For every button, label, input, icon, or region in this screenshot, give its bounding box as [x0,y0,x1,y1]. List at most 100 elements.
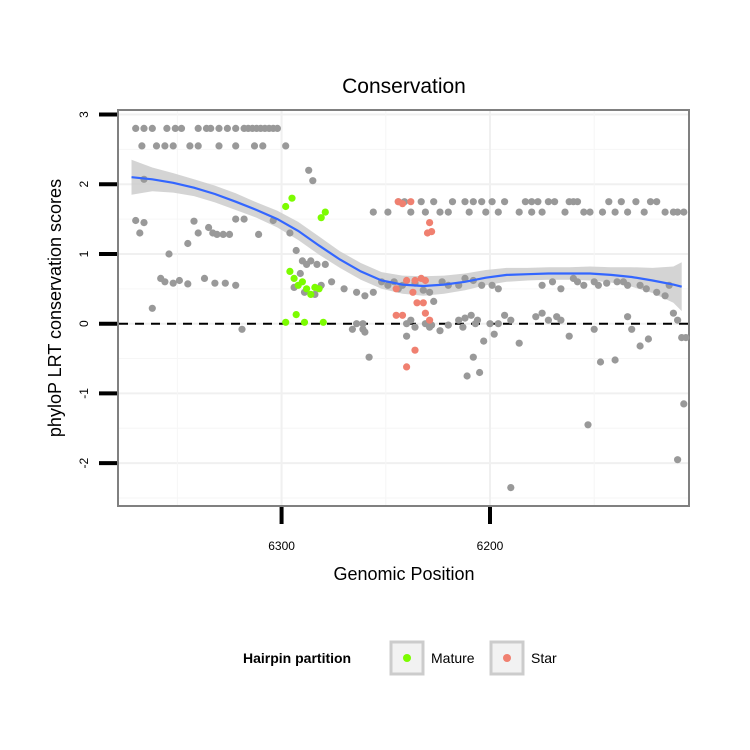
y-tick-label: 0 [77,320,91,327]
point-other [232,281,240,289]
point-other [240,215,248,223]
point-other [138,142,146,150]
point-other [421,208,429,216]
point-other [680,400,688,408]
legend-marker-mature [403,654,411,662]
legend: Hairpin partition Mature Star [243,640,557,676]
point-other [580,281,588,289]
point-mature [321,208,329,216]
point-star [398,200,407,208]
plot-panel [117,109,690,507]
point-other [407,316,415,324]
point-other [177,124,186,132]
point-other [528,208,536,216]
point-other [538,208,546,216]
y-tick-label: 2 [77,181,91,188]
point-other [225,230,234,238]
point-other [488,198,496,206]
point-other [384,208,392,216]
point-other [340,285,348,293]
point-other [169,142,177,150]
point-other [573,278,582,286]
point-other [521,198,530,206]
point-other [461,198,469,206]
point-other [469,353,477,361]
point-other [221,279,229,287]
point-other [369,288,377,296]
point-other [161,142,169,150]
legend-marker-star [503,654,511,662]
point-mature [282,202,290,211]
point-other [321,260,329,268]
point-other [200,274,209,282]
point-other [548,278,557,286]
point-other [219,230,227,238]
point-other [644,335,653,343]
point-other [680,208,688,216]
point-other [148,124,156,132]
point-other [490,330,498,338]
point-other [328,278,336,286]
point-star [428,228,436,236]
point-other [459,323,467,331]
x-axis: 6300 6200 [268,507,504,553]
point-other [194,229,202,237]
point-other [478,198,486,206]
point-other [292,246,300,255]
point-other [584,421,592,429]
point-other [467,311,475,319]
y-tick-label: -2 [77,458,91,469]
y-tick-label: 3 [77,111,91,118]
point-other [580,208,588,216]
point-other [486,320,494,328]
point-other [590,325,598,333]
point-other [507,316,515,324]
point-other [132,216,140,225]
point-other [282,142,290,150]
point-other [213,230,221,238]
point-other [488,281,496,289]
point-other [628,325,636,333]
point-other [215,142,223,150]
point-other [461,314,469,322]
point-other [436,208,444,216]
point-other [361,328,369,336]
point-other [611,356,619,364]
point-star [419,299,427,307]
point-other [407,208,415,216]
point-other [232,215,240,223]
point-other [184,280,192,288]
y-axis: -2 -1 0 1 2 3 [77,111,117,469]
point-star [409,288,417,296]
point-other [624,208,632,216]
point-other [419,286,427,294]
point-other [250,142,259,150]
point-star [411,346,419,354]
point-other [455,316,463,324]
point-other [494,208,502,216]
point-mature [286,267,294,275]
point-other [186,142,194,150]
point-mature [319,318,327,326]
y-tick-label: 1 [77,250,91,257]
point-other [169,279,177,287]
point-other [528,198,536,206]
point-other [448,198,457,206]
point-other [205,223,213,232]
point-mature [288,194,296,202]
point-other [653,198,661,206]
point-other [165,250,173,258]
point-other [544,316,553,324]
point-other [482,208,490,216]
point-other [430,297,438,305]
point-other [624,281,632,289]
point-other [348,325,356,333]
point-other [369,208,377,216]
point-other [194,124,202,132]
point-other [653,288,661,296]
point-other [557,285,565,293]
point-other [309,177,317,185]
point-other [444,321,452,329]
point-other [642,285,650,293]
